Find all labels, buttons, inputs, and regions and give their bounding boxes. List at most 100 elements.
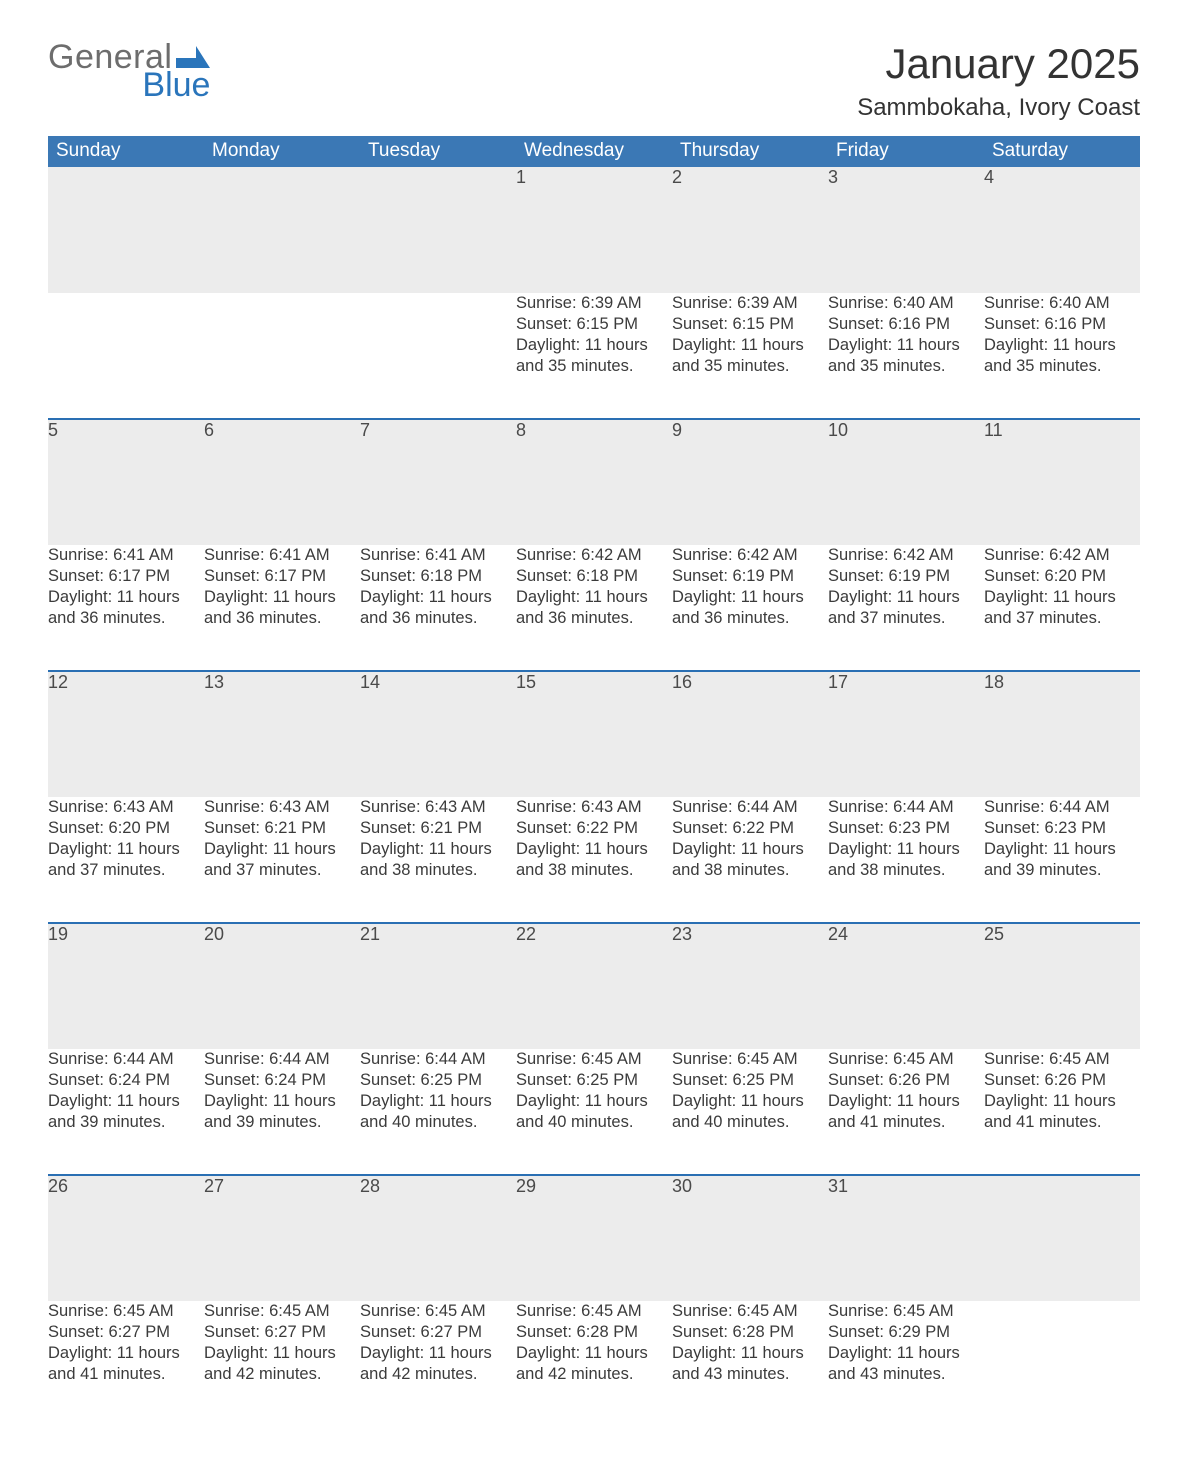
daylight-line: Daylight: 11 hours and 37 minutes.11 hou… [48, 839, 204, 881]
day-cell: Sunrise: 6:45 AM6:45 AMSunset: 6:25 PM6:… [516, 1049, 672, 1175]
day-number: 27 [204, 1175, 360, 1301]
day-cell: Sunrise: 6:45 AM6:45 AMSunset: 6:28 PM6:… [516, 1301, 672, 1427]
sunrise-line: Sunrise: 6:42 AM6:42 AM [984, 545, 1140, 566]
day-number: 21 [360, 923, 516, 1049]
day-number: 7 [360, 419, 516, 545]
day-number: 26 [48, 1175, 204, 1301]
day-cell: Sunrise: 6:39 AM6:39 AMSunset: 6:15 PM6:… [672, 293, 828, 419]
flag-icon [176, 46, 210, 68]
daylight-line: Daylight: 11 hours and 42 minutes.11 hou… [516, 1343, 672, 1385]
day-number: 13 [204, 671, 360, 797]
sunrise-line: Sunrise: 6:41 AM6:41 AM [204, 545, 360, 566]
sunset-line: Sunset: 6:27 PM6:27 PM [204, 1322, 360, 1343]
sunrise-line: Sunrise: 6:45 AM6:45 AM [672, 1049, 828, 1070]
weekday-header: Sunday [48, 136, 204, 167]
sunrise-line: Sunrise: 6:43 AM6:43 AM [360, 797, 516, 818]
day-cell: Sunrise: 6:43 AM6:43 AMSunset: 6:21 PM6:… [360, 797, 516, 923]
sunrise-line: Sunrise: 6:45 AM6:45 AM [672, 1301, 828, 1322]
day-number: 22 [516, 923, 672, 1049]
day-number: 6 [204, 419, 360, 545]
day-number: 11 [984, 419, 1140, 545]
sunset-line: Sunset: 6:22 PM6:22 PM [672, 818, 828, 839]
day-cell: Sunrise: 6:45 AM6:45 AMSunset: 6:26 PM6:… [828, 1049, 984, 1175]
sunset-line: Sunset: 6:26 PM6:26 PM [984, 1070, 1140, 1091]
daylight-line: Daylight: 11 hours and 40 minutes.11 hou… [516, 1091, 672, 1133]
brand-word-2: Blue [142, 68, 210, 102]
sunrise-line: Sunrise: 6:43 AM6:43 AM [204, 797, 360, 818]
day-number: 29 [516, 1175, 672, 1301]
day-cell: Sunrise: 6:40 AM6:40 AMSunset: 6:16 PM6:… [828, 293, 984, 419]
sunset-line: Sunset: 6:22 PM6:22 PM [516, 818, 672, 839]
sunrise-line: Sunrise: 6:45 AM6:45 AM [828, 1301, 984, 1322]
daylight-line: Daylight: 11 hours and 36 minutes.11 hou… [48, 587, 204, 629]
daylight-line: Daylight: 11 hours and 35 minutes.11 hou… [984, 335, 1140, 377]
day-number: 9 [672, 419, 828, 545]
day-number: 16 [672, 671, 828, 797]
day-cell: Sunrise: 6:45 AM6:45 AMSunset: 6:26 PM6:… [984, 1049, 1140, 1175]
sunrise-line: Sunrise: 6:43 AM6:43 AM [48, 797, 204, 818]
daylight-line: Daylight: 11 hours and 40 minutes.11 hou… [672, 1091, 828, 1133]
day-number: 5 [48, 419, 204, 545]
sunrise-line: Sunrise: 6:43 AM6:43 AM [516, 797, 672, 818]
daylight-line: Daylight: 11 hours and 42 minutes.11 hou… [204, 1343, 360, 1385]
day-number: 19 [48, 923, 204, 1049]
day-cell: Sunrise: 6:44 AM6:44 AMSunset: 6:23 PM6:… [828, 797, 984, 923]
sunset-line: Sunset: 6:25 PM6:25 PM [360, 1070, 516, 1091]
sunrise-line: Sunrise: 6:40 AM6:40 AM [828, 293, 984, 314]
sunrise-line: Sunrise: 6:39 AM6:39 AM [672, 293, 828, 314]
sunrise-line: Sunrise: 6:44 AM6:44 AM [360, 1049, 516, 1070]
day-cell: Sunrise: 6:39 AM6:39 AMSunset: 6:15 PM6:… [516, 293, 672, 419]
day-detail-row: Sunrise: 6:39 AM6:39 AMSunset: 6:15 PM6:… [48, 293, 1140, 419]
sunrise-line: Sunrise: 6:39 AM6:39 AM [516, 293, 672, 314]
daylight-line: Daylight: 11 hours and 36 minutes.11 hou… [672, 587, 828, 629]
weekday-header: Wednesday [516, 136, 672, 167]
weekday-header: Tuesday [360, 136, 516, 167]
sunrise-line: Sunrise: 6:45 AM6:45 AM [828, 1049, 984, 1070]
sunset-line: Sunset: 6:25 PM6:25 PM [672, 1070, 828, 1091]
sunrise-line: Sunrise: 6:45 AM6:45 AM [516, 1049, 672, 1070]
sunset-line: Sunset: 6:26 PM6:26 PM [828, 1070, 984, 1091]
sunset-line: Sunset: 6:16 PM6:16 PM [984, 314, 1140, 335]
day-detail-row: Sunrise: 6:41 AM6:41 AMSunset: 6:17 PM6:… [48, 545, 1140, 671]
day-cell: Sunrise: 6:44 AM6:44 AMSunset: 6:24 PM6:… [48, 1049, 204, 1175]
sunrise-line: Sunrise: 6:42 AM6:42 AM [828, 545, 984, 566]
day-cell: Sunrise: 6:45 AM6:45 AMSunset: 6:28 PM6:… [672, 1301, 828, 1427]
day-cell: Sunrise: 6:43 AM6:43 AMSunset: 6:21 PM6:… [204, 797, 360, 923]
daylight-line: Daylight: 11 hours and 41 minutes.11 hou… [48, 1343, 204, 1385]
day-cell: Sunrise: 6:41 AM6:41 AMSunset: 6:18 PM6:… [360, 545, 516, 671]
sunrise-line: Sunrise: 6:42 AM6:42 AM [672, 545, 828, 566]
sunrise-line: Sunrise: 6:44 AM6:44 AM [672, 797, 828, 818]
daylight-line: Daylight: 11 hours and 43 minutes.11 hou… [828, 1343, 984, 1385]
sunrise-line: Sunrise: 6:45 AM6:45 AM [204, 1301, 360, 1322]
daylight-line: Daylight: 11 hours and 41 minutes.11 hou… [828, 1091, 984, 1133]
day-cell: Sunrise: 6:42 AM6:42 AMSunset: 6:19 PM6:… [828, 545, 984, 671]
day-cell: Sunrise: 6:45 AM6:45 AMSunset: 6:27 PM6:… [48, 1301, 204, 1427]
day-number-row: 567891011 [48, 419, 1140, 545]
day-cell: Sunrise: 6:44 AM6:44 AMSunset: 6:23 PM6:… [984, 797, 1140, 923]
title-month: January 2025 [857, 40, 1140, 88]
day-number: 23 [672, 923, 828, 1049]
daylight-line: Daylight: 11 hours and 41 minutes.11 hou… [984, 1091, 1140, 1133]
sunset-line: Sunset: 6:15 PM6:15 PM [672, 314, 828, 335]
daylight-line: Daylight: 11 hours and 38 minutes.11 hou… [360, 839, 516, 881]
day-number: 28 [360, 1175, 516, 1301]
daylight-line: Daylight: 11 hours and 37 minutes.11 hou… [984, 587, 1140, 629]
day-number: 3 [828, 167, 984, 293]
sunset-line: Sunset: 6:29 PM6:29 PM [828, 1322, 984, 1343]
empty-cell [204, 293, 360, 419]
day-cell: Sunrise: 6:41 AM6:41 AMSunset: 6:17 PM6:… [204, 545, 360, 671]
daylight-line: Daylight: 11 hours and 39 minutes.11 hou… [204, 1091, 360, 1133]
day-cell: Sunrise: 6:42 AM6:42 AMSunset: 6:20 PM6:… [984, 545, 1140, 671]
daylight-line: Daylight: 11 hours and 43 minutes.11 hou… [672, 1343, 828, 1385]
day-cell: Sunrise: 6:44 AM6:44 AMSunset: 6:24 PM6:… [204, 1049, 360, 1175]
day-cell: Sunrise: 6:44 AM6:44 AMSunset: 6:25 PM6:… [360, 1049, 516, 1175]
day-cell: Sunrise: 6:45 AM6:45 AMSunset: 6:27 PM6:… [360, 1301, 516, 1427]
sunset-line: Sunset: 6:17 PM6:17 PM [204, 566, 360, 587]
day-cell: Sunrise: 6:45 AM6:45 AMSunset: 6:25 PM6:… [672, 1049, 828, 1175]
day-detail-row: Sunrise: 6:45 AM6:45 AMSunset: 6:27 PM6:… [48, 1301, 1140, 1427]
daylight-line: Daylight: 11 hours and 35 minutes.11 hou… [516, 335, 672, 377]
day-number: 20 [204, 923, 360, 1049]
day-number: 1 [516, 167, 672, 293]
daylight-line: Daylight: 11 hours and 36 minutes.11 hou… [516, 587, 672, 629]
day-number-row: 262728293031 [48, 1175, 1140, 1301]
